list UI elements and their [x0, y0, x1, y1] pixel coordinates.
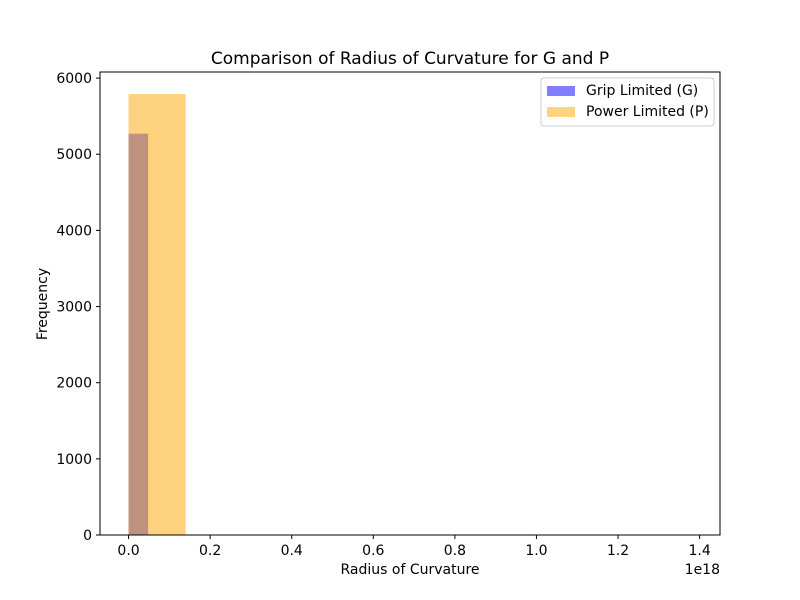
legend: Grip Limited (G) Power Limited (P)	[540, 77, 715, 127]
y-axis: 0 1000 2000 3000 4000 5000 6000	[56, 71, 100, 544]
legend-label-grip: Grip Limited (G)	[586, 83, 698, 99]
y-tick-label: 5000	[56, 147, 92, 163]
y-tick-label: 6000	[56, 71, 92, 87]
x-axis: 0.0 0.2 0.4 0.6 0.8 1.0 1.2 1.4	[117, 535, 711, 559]
histogram-bar-power-0	[128, 94, 186, 535]
x-tick-label: 1.0	[525, 543, 547, 559]
x-tick-label: 0.8	[444, 543, 466, 559]
y-tick-label: 3000	[56, 300, 92, 316]
x-tick-label: 0.6	[362, 543, 384, 559]
y-tick-label: 1000	[56, 452, 92, 468]
plot-frame	[99, 71, 721, 536]
x-tick-label: 0.0	[117, 543, 139, 559]
chart-title: Comparison of Radius of Curvature for G …	[211, 49, 609, 69]
y-tick-label: 0	[83, 528, 92, 544]
legend-swatch-grip	[547, 86, 575, 96]
y-tick-label: 4000	[56, 223, 92, 239]
y-axis-label: Frequency	[35, 268, 51, 340]
x-tick-label: 0.4	[281, 543, 303, 559]
x-tick-label: 0.2	[199, 543, 221, 559]
legend-box	[540, 77, 715, 127]
x-axis-offset-text: 1e18	[685, 562, 720, 578]
x-tick-label: 1.2	[607, 543, 629, 559]
x-tick-label: 1.4	[688, 543, 710, 559]
legend-swatch-power	[547, 107, 575, 117]
y-tick-label: 2000	[56, 376, 92, 392]
legend-label-power: Power Limited (P)	[586, 104, 709, 120]
bars-layer	[128, 94, 186, 536]
x-axis-label: Radius of Curvature	[340, 562, 479, 578]
